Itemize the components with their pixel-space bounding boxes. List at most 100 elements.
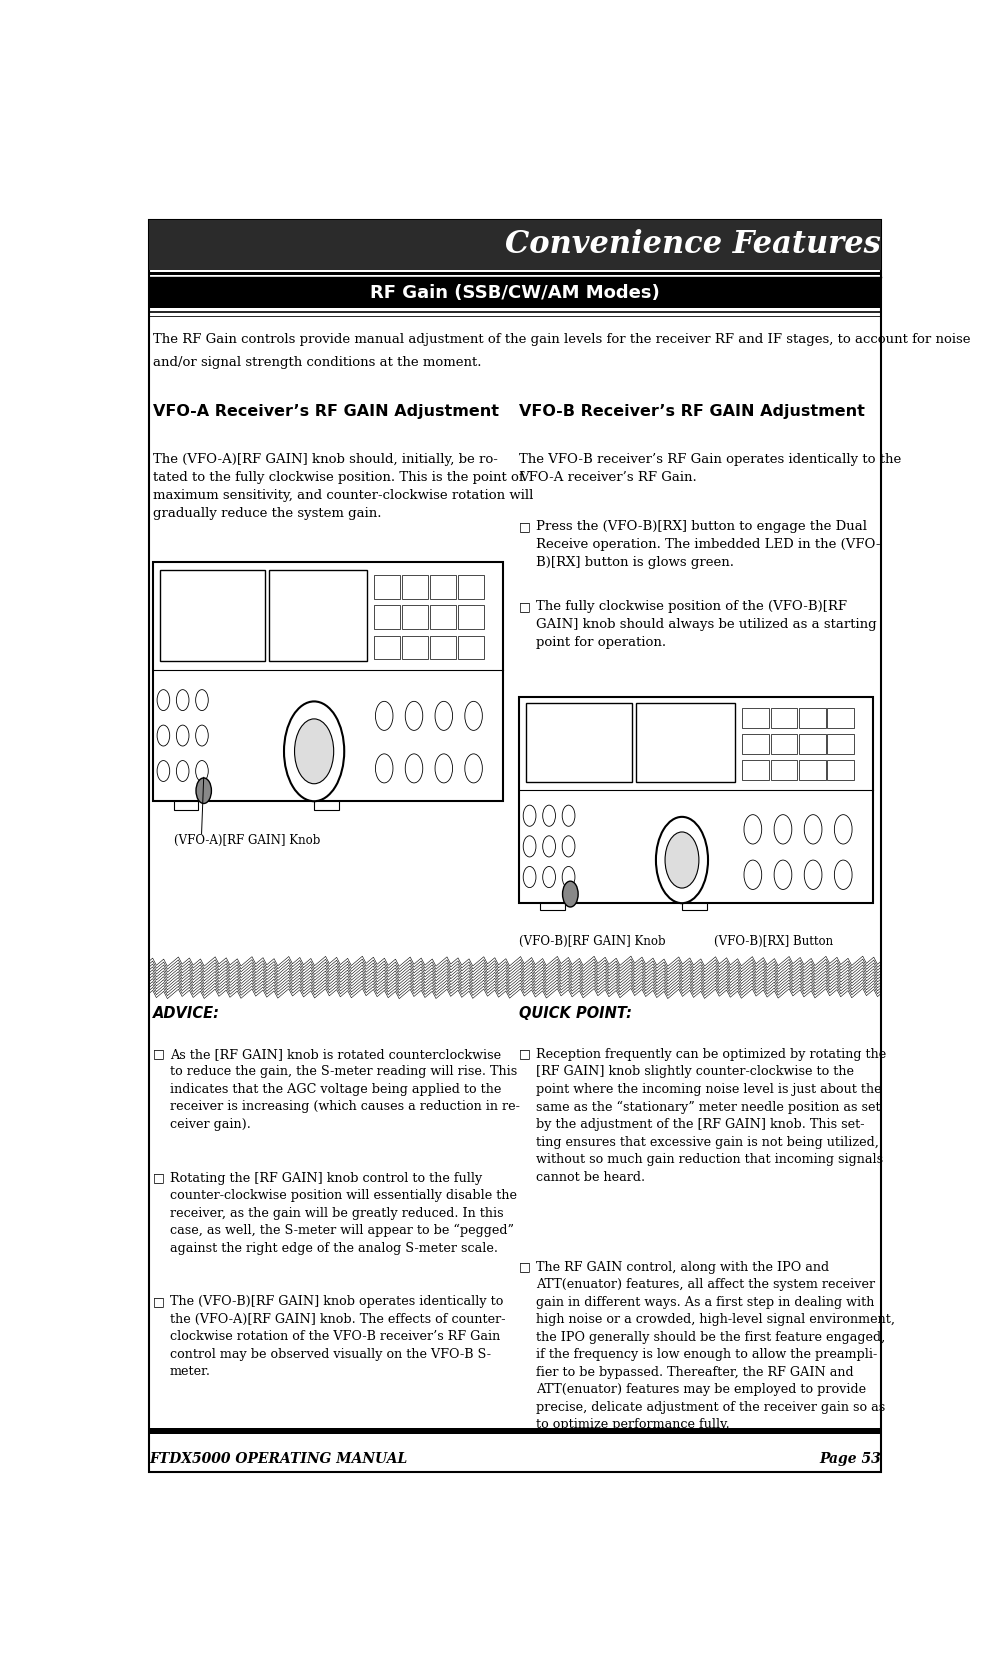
Bar <box>771 759 797 781</box>
Circle shape <box>524 866 536 888</box>
Circle shape <box>562 804 575 826</box>
Bar <box>149 277 881 308</box>
Circle shape <box>196 761 208 781</box>
Bar <box>458 575 484 598</box>
Circle shape <box>176 761 189 781</box>
Circle shape <box>804 815 822 845</box>
Bar <box>458 635 484 659</box>
Text: The fully clockwise position of the (VFO-B)[RF
GAIN] knob should always be utili: The fully clockwise position of the (VFO… <box>536 600 876 649</box>
Bar <box>682 903 707 910</box>
Text: Press the (VFO-B)[RX] button to engage the Dual
Receive operation. The imbedded : Press the (VFO-B)[RX] button to engage t… <box>536 520 880 568</box>
Circle shape <box>294 719 334 784</box>
Bar <box>827 759 854 781</box>
Bar <box>149 1428 881 1433</box>
Text: and/or signal strength conditions at the moment.: and/or signal strength conditions at the… <box>153 355 481 369</box>
Bar <box>827 734 854 754</box>
Circle shape <box>744 815 762 845</box>
Circle shape <box>284 702 345 801</box>
Circle shape <box>176 689 189 711</box>
Text: The RF Gain controls provide manual adjustment of the gain levels for the receiv: The RF Gain controls provide manual adju… <box>153 334 971 345</box>
Bar <box>268 570 367 662</box>
Bar <box>402 575 428 598</box>
Text: □: □ <box>519 1260 531 1274</box>
Circle shape <box>376 754 393 783</box>
Text: Convenience Features: Convenience Features <box>506 228 881 260</box>
Bar <box>374 635 400 659</box>
Circle shape <box>834 860 852 890</box>
Circle shape <box>376 701 393 731</box>
Text: □: □ <box>519 520 531 533</box>
Circle shape <box>157 726 170 746</box>
Text: Rotating the [RF GAIN] knob control to the fully
counter-clockwise position will: Rotating the [RF GAIN] knob control to t… <box>170 1172 517 1255</box>
Text: VFO-B Receiver’s RF GAIN Adjustment: VFO-B Receiver’s RF GAIN Adjustment <box>519 404 865 419</box>
Circle shape <box>543 866 556 888</box>
Circle shape <box>543 836 556 856</box>
Bar <box>526 704 632 783</box>
Text: □: □ <box>519 600 531 613</box>
Circle shape <box>774 860 792 890</box>
Text: VFO-A Receiver’s RF GAIN Adjustment: VFO-A Receiver’s RF GAIN Adjustment <box>153 404 498 419</box>
Text: □: □ <box>153 1296 165 1309</box>
Circle shape <box>744 860 762 890</box>
Bar <box>160 570 265 662</box>
Bar <box>743 734 769 754</box>
Circle shape <box>176 726 189 746</box>
Circle shape <box>196 689 208 711</box>
Text: (VFO-B)[RF GAIN] Knob: (VFO-B)[RF GAIN] Knob <box>519 935 665 949</box>
Bar <box>636 704 735 783</box>
Circle shape <box>543 804 556 826</box>
Bar <box>519 697 873 903</box>
Circle shape <box>563 882 578 907</box>
Bar <box>799 707 825 729</box>
Circle shape <box>465 701 482 731</box>
Circle shape <box>405 754 423 783</box>
Circle shape <box>774 815 792 845</box>
Bar <box>541 903 565 910</box>
Text: Page 53: Page 53 <box>819 1453 881 1466</box>
Text: The (VFO-A)[RF GAIN] knob should, initially, be ro-
tated to the fully clockwise: The (VFO-A)[RF GAIN] knob should, initia… <box>153 453 534 520</box>
Circle shape <box>196 778 211 803</box>
Text: □: □ <box>519 1048 531 1061</box>
Bar <box>153 563 504 801</box>
Bar <box>799 734 825 754</box>
Bar <box>799 759 825 781</box>
Bar <box>771 734 797 754</box>
Text: QUICK POINT:: QUICK POINT: <box>519 1006 632 1021</box>
Circle shape <box>435 754 452 783</box>
Text: (VFO-B)[RX] Button: (VFO-B)[RX] Button <box>714 935 833 949</box>
Text: FTDX5000 OPERATING MANUAL: FTDX5000 OPERATING MANUAL <box>149 1453 407 1466</box>
Circle shape <box>656 816 708 903</box>
Bar <box>402 605 428 628</box>
Circle shape <box>465 754 482 783</box>
Text: The VFO-B receiver’s RF Gain operates identically to the
VFO-A receiver’s RF Gai: The VFO-B receiver’s RF Gain operates id… <box>519 453 901 484</box>
Bar <box>430 605 456 628</box>
Text: □: □ <box>153 1048 165 1061</box>
Bar <box>771 707 797 729</box>
Bar <box>374 575 400 598</box>
Bar <box>149 272 881 275</box>
Circle shape <box>524 804 536 826</box>
Circle shape <box>834 815 852 845</box>
Bar <box>430 635 456 659</box>
Circle shape <box>196 726 208 746</box>
Circle shape <box>435 701 452 731</box>
Text: (VFO-A)[RF GAIN] Knob: (VFO-A)[RF GAIN] Knob <box>174 833 321 846</box>
Text: The (VFO-B)[RF GAIN] knob operates identically to
the (VFO-A)[RF GAIN] knob. The: The (VFO-B)[RF GAIN] knob operates ident… <box>170 1296 506 1378</box>
Text: □: □ <box>153 1172 165 1185</box>
Bar <box>402 635 428 659</box>
Bar <box>315 801 339 810</box>
Bar <box>458 605 484 628</box>
Circle shape <box>562 836 575 856</box>
Circle shape <box>804 860 822 890</box>
Circle shape <box>524 836 536 856</box>
Text: ADVICE:: ADVICE: <box>153 1006 220 1021</box>
Bar <box>743 707 769 729</box>
Bar <box>149 221 881 270</box>
Circle shape <box>665 831 698 888</box>
Circle shape <box>562 866 575 888</box>
Bar <box>743 759 769 781</box>
Bar <box>827 707 854 729</box>
Text: Reception frequently can be optimized by rotating the
[RF GAIN] knob slightly co: Reception frequently can be optimized by… <box>536 1048 886 1183</box>
Text: As the [RF GAIN] knob is rotated counterclockwise
to reduce the gain, the S-mete: As the [RF GAIN] knob is rotated counter… <box>170 1048 520 1131</box>
Text: RF Gain (SSB/CW/AM Modes): RF Gain (SSB/CW/AM Modes) <box>370 283 660 302</box>
